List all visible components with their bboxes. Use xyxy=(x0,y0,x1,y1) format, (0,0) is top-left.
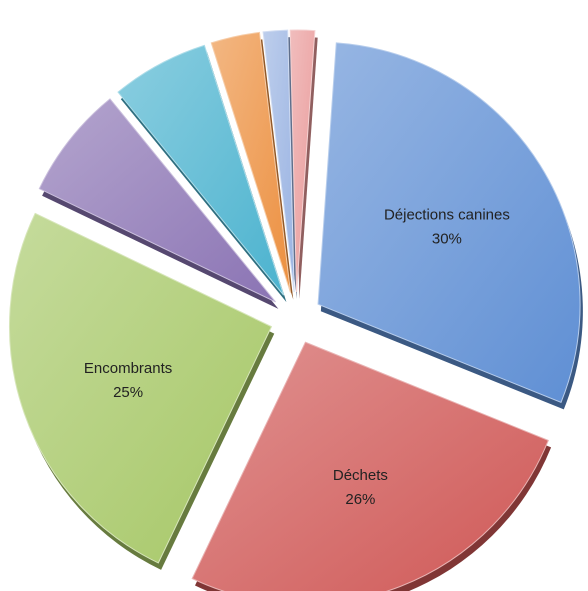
pie-slice xyxy=(8,212,273,564)
slice-percent-label: 26% xyxy=(345,491,375,508)
slice-percent-label: 30% xyxy=(432,231,462,248)
slice-percent-label: 25% xyxy=(113,384,143,401)
pie-slice xyxy=(262,29,295,293)
pie-slice xyxy=(191,341,549,591)
slice-label: Déjections canines xyxy=(384,207,510,224)
slice-label: Déchets xyxy=(333,467,388,484)
pie-slice xyxy=(117,44,285,296)
pie-slice xyxy=(210,31,292,293)
pie-labels: Déjections canines 30% Déchets 26% Encombran… xyxy=(84,207,510,508)
pie-slice xyxy=(38,98,276,303)
pie-slice xyxy=(289,29,316,293)
pie-slice xyxy=(317,42,581,404)
slice-label: Encombrants xyxy=(84,360,172,377)
pie-slices xyxy=(8,29,583,591)
